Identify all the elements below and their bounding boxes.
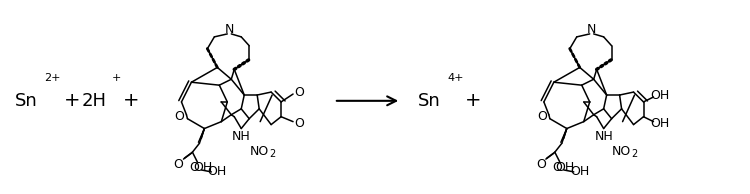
Text: 2: 2 [269, 149, 275, 159]
Text: OH: OH [570, 165, 590, 178]
Text: 2+: 2+ [44, 73, 61, 83]
Text: OH: OH [650, 88, 669, 101]
Text: OH: OH [193, 161, 212, 174]
Text: +: + [64, 91, 80, 110]
Text: +: + [465, 91, 482, 110]
Text: O: O [294, 117, 304, 130]
Text: OH: OH [208, 165, 227, 178]
Text: +: + [123, 91, 140, 110]
Text: N: N [587, 23, 596, 36]
Text: NH: NH [594, 130, 613, 143]
Text: O: O [536, 158, 546, 171]
Text: Sn: Sn [15, 92, 38, 110]
Text: N: N [224, 23, 234, 36]
Text: O: O [294, 86, 304, 99]
Text: O: O [537, 110, 547, 123]
Text: 2: 2 [632, 149, 638, 159]
Text: NO: NO [250, 145, 268, 158]
Text: Sn: Sn [419, 92, 441, 110]
Text: O: O [190, 161, 200, 174]
Text: 4+: 4+ [448, 73, 464, 83]
Text: +: + [112, 73, 122, 83]
Text: O: O [552, 161, 562, 174]
Text: 2H: 2H [82, 92, 107, 110]
Text: O: O [173, 158, 184, 171]
Text: OH: OH [555, 161, 574, 174]
Text: NO: NO [612, 145, 632, 158]
Text: NH: NH [232, 130, 251, 143]
Text: O: O [175, 110, 184, 123]
Text: OH: OH [650, 117, 669, 130]
